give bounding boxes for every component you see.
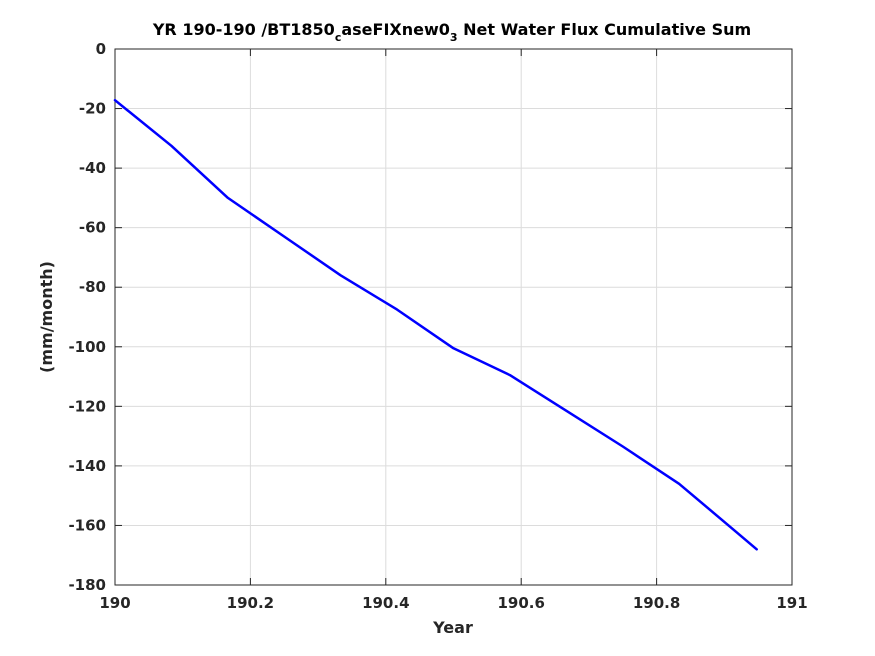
- y-tick-labels: 0 -20 -40 -60 -80 -100 -120 -140 -160 -180: [68, 40, 106, 594]
- chart-title-sub2: 3: [450, 31, 458, 44]
- plot-frame: [114, 48, 793, 586]
- y-tick-label: -120: [68, 397, 106, 415]
- x-tick-label: 190.8: [633, 594, 680, 612]
- x-tick-label: 190.2: [227, 594, 274, 612]
- chart-title: YR 190-190 /BT1850caseFIXnew03 Net Water…: [152, 20, 751, 44]
- y-tick-label: -80: [79, 278, 106, 296]
- y-tick-label: -20: [79, 100, 106, 118]
- chart-title-sub1: c: [335, 31, 342, 44]
- y-tick-label: -60: [79, 219, 106, 237]
- ticks: [114, 48, 793, 586]
- chart-title-part1: YR 190-190 /BT1850: [152, 20, 335, 39]
- y-tick-label: -40: [79, 159, 106, 177]
- y-axis-label: (mm/month): [37, 261, 56, 373]
- x-tick-label: 190.6: [497, 594, 544, 612]
- x-tick-label: 190: [99, 594, 130, 612]
- y-tick-label: -180: [68, 576, 106, 594]
- chart-title-part3: Net Water Flux Cumulative Sum: [458, 20, 752, 39]
- y-tick-label: 0: [96, 40, 106, 58]
- grid: [115, 49, 792, 585]
- plot-area: [115, 49, 792, 585]
- x-axis-label: Year: [432, 618, 473, 637]
- series-group: [113, 98, 758, 551]
- x-tick-label: 190.4: [362, 594, 409, 612]
- x-tick-labels: 190 190.2 190.4 190.6 190.8 191: [99, 594, 807, 612]
- chart-title-part2: aseFIXnew0: [341, 20, 450, 39]
- y-tick-label: -100: [68, 338, 106, 356]
- y-tick-label: -160: [68, 516, 106, 534]
- x-tick-label: 191: [776, 594, 807, 612]
- y-tick-label: -140: [68, 457, 106, 475]
- series-line: [113, 98, 758, 551]
